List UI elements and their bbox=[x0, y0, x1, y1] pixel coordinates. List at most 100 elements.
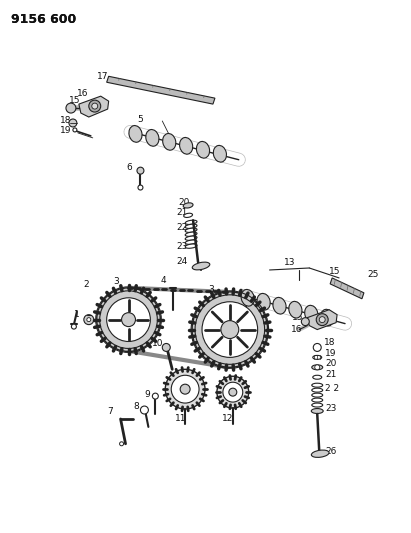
Ellipse shape bbox=[241, 289, 254, 306]
Ellipse shape bbox=[305, 305, 318, 322]
Text: 20: 20 bbox=[178, 198, 189, 207]
Ellipse shape bbox=[183, 203, 193, 208]
Text: 10: 10 bbox=[152, 339, 164, 348]
Ellipse shape bbox=[312, 365, 323, 370]
Text: 23: 23 bbox=[176, 241, 187, 251]
Ellipse shape bbox=[163, 133, 176, 150]
Text: 13: 13 bbox=[284, 257, 295, 266]
Text: 15: 15 bbox=[292, 313, 304, 322]
Circle shape bbox=[137, 167, 144, 174]
Circle shape bbox=[89, 100, 101, 112]
Circle shape bbox=[217, 376, 249, 408]
Ellipse shape bbox=[180, 138, 193, 154]
Text: 16: 16 bbox=[291, 325, 303, 334]
Circle shape bbox=[180, 384, 190, 394]
Ellipse shape bbox=[185, 240, 197, 244]
Text: 18: 18 bbox=[324, 338, 336, 347]
Ellipse shape bbox=[312, 403, 323, 407]
Ellipse shape bbox=[313, 356, 322, 359]
Text: 9156 600: 9156 600 bbox=[12, 13, 76, 26]
Circle shape bbox=[120, 442, 124, 446]
Text: 18: 18 bbox=[60, 117, 72, 125]
Text: 8: 8 bbox=[134, 401, 139, 410]
Circle shape bbox=[192, 292, 268, 367]
Ellipse shape bbox=[185, 228, 197, 232]
Text: 14: 14 bbox=[238, 305, 249, 314]
Ellipse shape bbox=[146, 130, 159, 146]
Text: 7: 7 bbox=[108, 407, 113, 416]
Circle shape bbox=[152, 393, 158, 399]
Text: 9156 600: 9156 600 bbox=[12, 13, 76, 26]
Polygon shape bbox=[330, 278, 364, 299]
Circle shape bbox=[171, 375, 199, 403]
Text: 6: 6 bbox=[127, 163, 132, 172]
Circle shape bbox=[316, 314, 328, 326]
Text: 12: 12 bbox=[222, 415, 233, 423]
Text: 26: 26 bbox=[325, 447, 337, 456]
Text: 5: 5 bbox=[137, 115, 143, 124]
Circle shape bbox=[122, 313, 136, 327]
Circle shape bbox=[313, 343, 321, 351]
Circle shape bbox=[229, 388, 237, 396]
Polygon shape bbox=[307, 310, 337, 329]
Text: 25: 25 bbox=[367, 270, 378, 279]
Circle shape bbox=[315, 365, 320, 370]
Text: 23: 23 bbox=[325, 403, 337, 413]
Ellipse shape bbox=[185, 244, 197, 248]
Text: 4: 4 bbox=[160, 277, 166, 285]
Ellipse shape bbox=[129, 126, 142, 142]
Ellipse shape bbox=[312, 383, 323, 387]
Ellipse shape bbox=[192, 262, 210, 270]
Text: 17: 17 bbox=[97, 72, 108, 81]
Circle shape bbox=[73, 128, 77, 132]
Ellipse shape bbox=[185, 232, 197, 236]
Text: 15: 15 bbox=[329, 268, 341, 277]
Circle shape bbox=[162, 343, 170, 351]
Circle shape bbox=[107, 298, 150, 342]
Ellipse shape bbox=[273, 297, 286, 314]
Circle shape bbox=[69, 119, 77, 127]
Ellipse shape bbox=[312, 388, 323, 392]
Circle shape bbox=[138, 185, 143, 190]
Ellipse shape bbox=[185, 220, 197, 224]
Ellipse shape bbox=[312, 450, 329, 457]
Circle shape bbox=[92, 103, 98, 109]
Text: 19: 19 bbox=[325, 349, 337, 358]
Circle shape bbox=[97, 288, 160, 351]
Ellipse shape bbox=[289, 301, 302, 318]
Circle shape bbox=[84, 314, 94, 325]
Text: 11: 11 bbox=[175, 415, 187, 423]
Circle shape bbox=[165, 369, 205, 409]
Text: 19: 19 bbox=[60, 126, 72, 135]
Circle shape bbox=[221, 321, 239, 338]
Circle shape bbox=[87, 318, 91, 321]
Ellipse shape bbox=[185, 236, 197, 240]
Text: 21: 21 bbox=[325, 370, 337, 379]
Text: 9: 9 bbox=[144, 390, 150, 399]
Ellipse shape bbox=[311, 408, 323, 414]
Text: 3: 3 bbox=[208, 285, 214, 294]
Ellipse shape bbox=[257, 294, 270, 310]
Ellipse shape bbox=[312, 398, 323, 402]
Polygon shape bbox=[79, 96, 109, 117]
Circle shape bbox=[72, 324, 76, 329]
Polygon shape bbox=[107, 76, 215, 104]
Ellipse shape bbox=[312, 393, 323, 397]
Text: 3: 3 bbox=[113, 277, 119, 286]
Text: 2 2: 2 2 bbox=[325, 384, 339, 393]
Text: 2: 2 bbox=[84, 280, 90, 289]
Circle shape bbox=[141, 406, 148, 414]
Text: 1: 1 bbox=[74, 310, 80, 319]
Ellipse shape bbox=[185, 224, 197, 229]
Ellipse shape bbox=[321, 309, 334, 326]
Ellipse shape bbox=[196, 141, 210, 158]
Text: 15: 15 bbox=[69, 95, 81, 104]
Text: 20: 20 bbox=[325, 359, 337, 368]
Text: 22: 22 bbox=[176, 223, 187, 232]
Circle shape bbox=[202, 302, 258, 358]
Ellipse shape bbox=[184, 213, 192, 217]
Ellipse shape bbox=[213, 146, 226, 162]
Circle shape bbox=[66, 103, 76, 113]
Circle shape bbox=[319, 317, 325, 322]
Text: 24: 24 bbox=[176, 256, 187, 265]
